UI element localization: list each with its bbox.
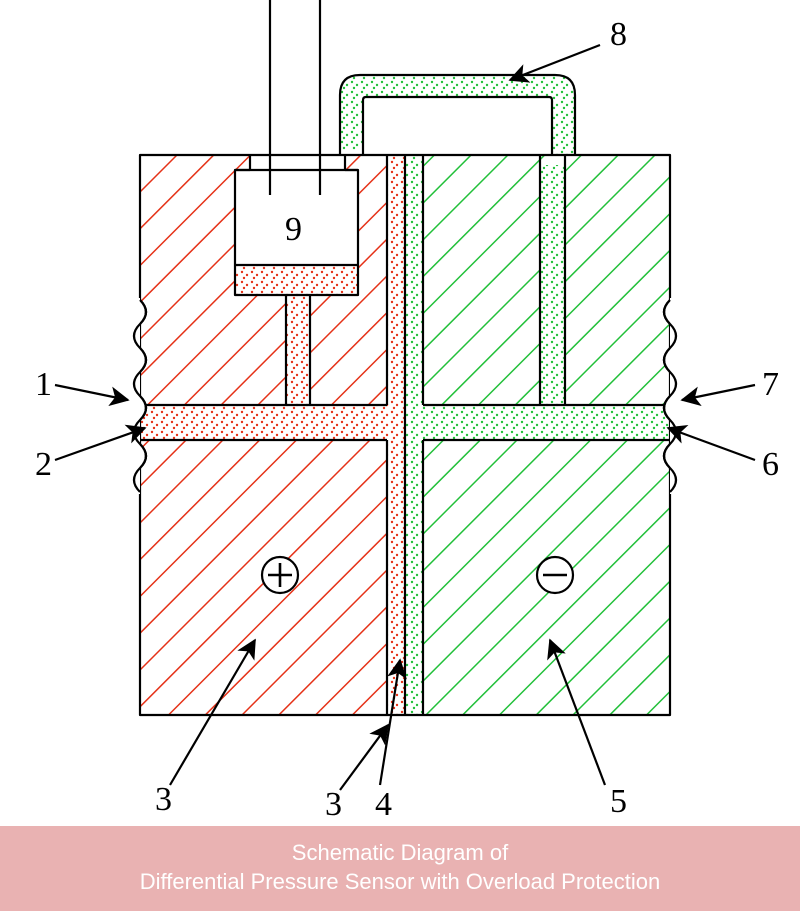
label-2: 2 (35, 446, 52, 483)
fluid-red-stem (286, 295, 310, 407)
label-3-left: 3 (155, 781, 172, 818)
sensor-diagram: 1 2 3 3 4 5 6 7 8 9 (0, 0, 800, 830)
label-3-mid: 3 (325, 786, 342, 823)
caption-bar: Schematic Diagram of Differential Pressu… (0, 826, 800, 911)
fluid-red-horizontal (140, 405, 405, 440)
fluid-green-rightvert (540, 165, 565, 407)
caption-line-1: Schematic Diagram of (10, 838, 790, 868)
fluid-green-horizontal (405, 405, 670, 440)
caption-line-2: Differential Pressure Sensor with Overlo… (10, 867, 790, 897)
fluid-green-vertical (405, 155, 423, 715)
label-1: 1 (35, 366, 52, 403)
tube-fluid (340, 75, 575, 155)
label-6: 6 (762, 446, 779, 483)
fluid-red-under-nine (235, 265, 358, 295)
label-4: 4 (375, 786, 392, 823)
label-8: 8 (610, 16, 627, 53)
label-7: 7 (762, 366, 779, 403)
label-5: 5 (610, 783, 627, 820)
plus-symbol (262, 557, 298, 593)
label-9: 9 (285, 211, 302, 248)
minus-symbol (537, 557, 573, 593)
fluid-red-vertical (387, 155, 405, 715)
